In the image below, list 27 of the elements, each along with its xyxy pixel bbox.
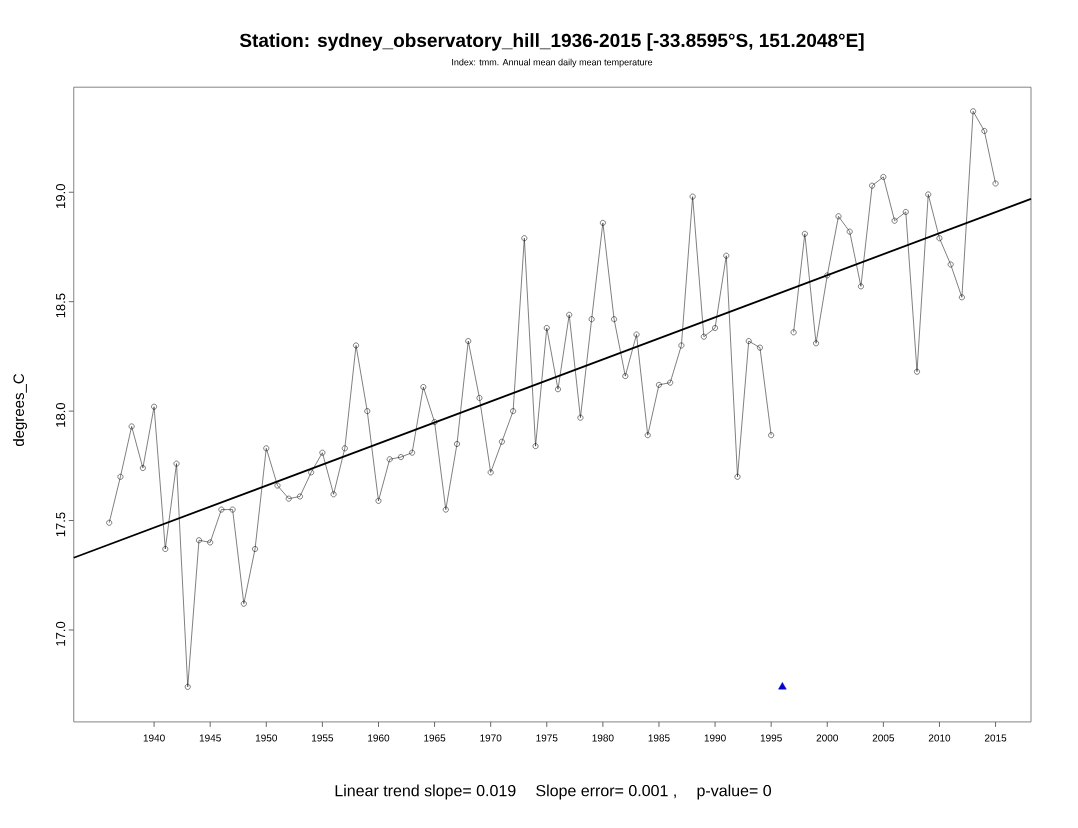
x-tick-label: 1950 <box>255 734 278 742</box>
x-tick-label: 1945 <box>199 734 221 742</box>
chart-title: Station: sydney_observatory_hill_1936-2015 [-33.8595°S, 151.2048°E] <box>239 33 864 51</box>
x-tick-label: 1955 <box>312 734 334 742</box>
y-tick-label: 17.5 <box>56 512 66 537</box>
y-tick-label: 18.0 <box>56 402 66 427</box>
x-tick-label: 2000 <box>816 734 838 742</box>
y-axis-title: degrees_C <box>13 373 27 447</box>
chart-subtitle: Index: tmm. Annual mean daily mean temperature <box>452 58 653 68</box>
x-tick-label: 1985 <box>648 734 670 742</box>
text: p-value= 0 <box>697 784 772 800</box>
x-tick-label: 1940 <box>143 734 165 742</box>
x-tick-label: 2005 <box>872 734 895 742</box>
y-tick-label: 17.0 <box>56 621 66 646</box>
text: Slope error= 0.001 , <box>536 784 676 800</box>
y-tick-label: 18.5 <box>56 293 66 318</box>
y-tick-label: 19.0 <box>56 184 66 208</box>
x-tick-label: 2010 <box>928 734 951 742</box>
x-tick-label: 1960 <box>368 734 390 742</box>
x-tick-label: 2015 <box>984 734 1007 742</box>
x-tick-label: 1980 <box>592 734 614 742</box>
text: Linear trend slope= 0.019 <box>335 784 516 800</box>
x-tick-label: 1975 <box>536 734 558 742</box>
x-tick-label: 1970 <box>480 734 502 742</box>
x-tick-label: 1990 <box>704 734 726 742</box>
x-tick-label: 1995 <box>760 734 782 742</box>
x-tick-label: 1965 <box>424 734 446 742</box>
